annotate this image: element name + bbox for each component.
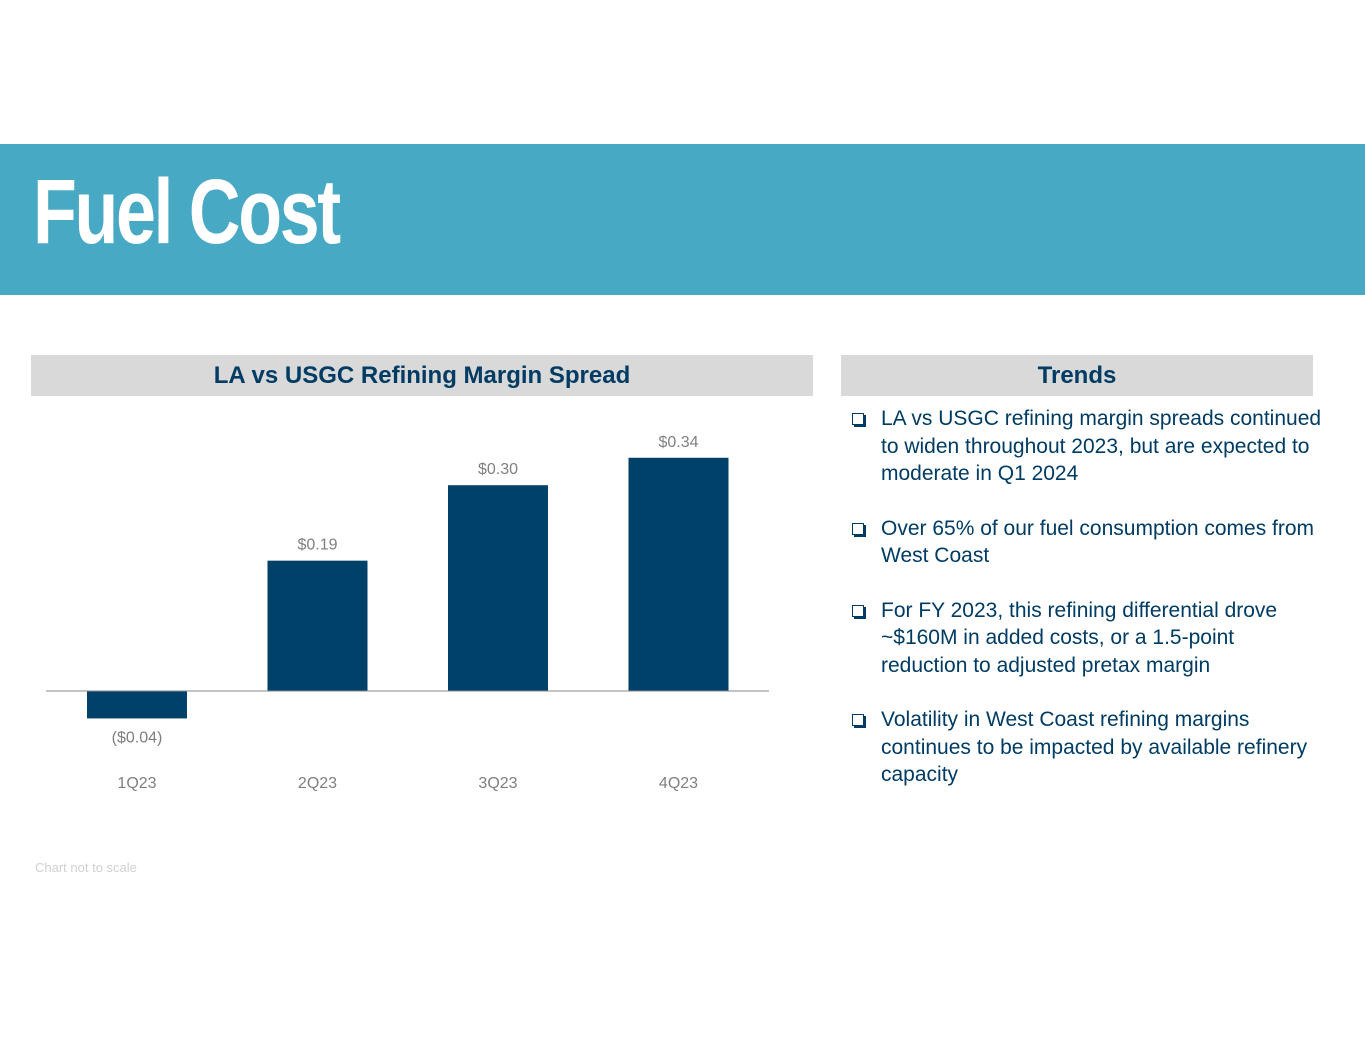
category-label: 2Q23: [298, 775, 337, 792]
bar-3q23: [448, 485, 548, 691]
trend-item: For FY 2023, this refining differential …: [852, 597, 1322, 680]
checkbox-bullet-icon: [852, 522, 864, 535]
checkbox-bullet-icon: [852, 714, 864, 726]
trend-item: Volatility in West Coast refining margin…: [852, 706, 1322, 789]
trend-item: LA vs USGC refining margin spreads conti…: [852, 405, 1322, 488]
bar-chart: ($0.04) 1Q23 $0.19 2Q23 $0.30 3Q23 $0.34 4Q23: [46, 434, 769, 792]
checkbox-bullet-icon: [852, 604, 864, 617]
bar-1q23: [87, 691, 187, 719]
category-label: 1Q23: [117, 775, 156, 792]
trend-text: LA vs USGC refining margin spreads conti…: [881, 407, 1322, 485]
data-label: $0.30: [478, 461, 518, 478]
category-label: 3Q23: [478, 775, 517, 792]
chart-footnote: Chart not to scale: [35, 860, 137, 875]
category-label: 4Q23: [659, 775, 698, 792]
title-band: [0, 144, 1365, 295]
trend-text: Volatility in West Coast refining margin…: [881, 708, 1308, 786]
trends-list: LA vs USGC refining margin spreads conti…: [852, 405, 1322, 816]
bar-2q23: [267, 560, 368, 691]
chart-header: LA vs USGC Refining Margin Spread: [31, 355, 813, 396]
data-label: $0.19: [297, 537, 337, 554]
checkbox-bullet-icon: [852, 413, 864, 425]
trend-item: Over 65% of our fuel consumption comes f…: [852, 515, 1322, 570]
data-label: ($0.04): [112, 729, 163, 746]
trends-header: Trends: [841, 355, 1313, 396]
trend-text: Over 65% of our fuel consumption comes f…: [881, 516, 1315, 568]
trend-text: For FY 2023, this refining differential …: [881, 598, 1278, 677]
data-label: $0.34: [658, 434, 698, 451]
page-title: Fuel Cost: [33, 161, 341, 263]
bar-4q23: [628, 457, 729, 691]
